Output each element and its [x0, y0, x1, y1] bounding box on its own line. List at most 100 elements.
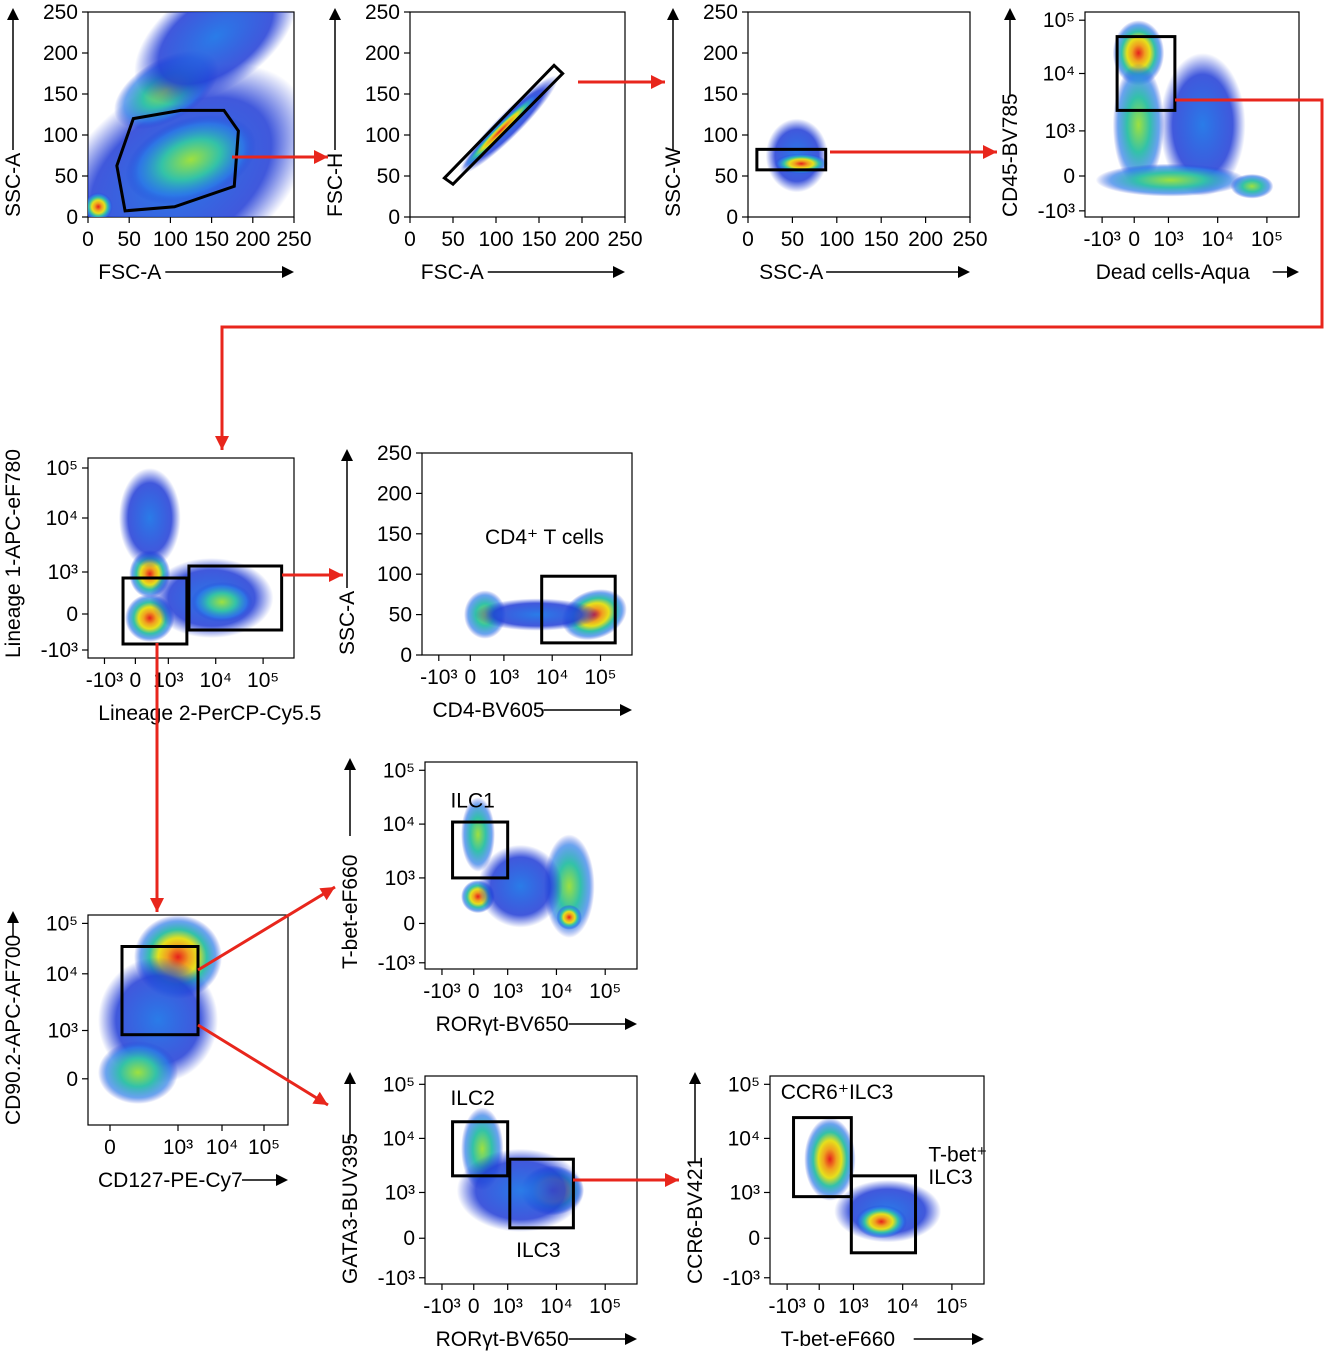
x-tick-label: 10³	[493, 1295, 523, 1318]
y-axis-arrowhead	[344, 758, 356, 770]
x-axis-arrowhead	[625, 1333, 637, 1345]
gating-arrowhead	[983, 145, 997, 159]
gate-polygon[interactable]	[115, 108, 240, 213]
density-cloud	[88, 12, 294, 217]
cell-population	[461, 797, 495, 872]
gate-rect[interactable]	[792, 1116, 853, 1199]
y-tick-label: 100	[703, 124, 738, 147]
x-tick-label: 250	[952, 228, 987, 251]
y-tick-label: 0	[388, 206, 400, 229]
x-tick-label: 10⁵	[936, 1295, 968, 1318]
x-tick-label: 10⁵	[248, 1136, 280, 1159]
y-tick-label: 0	[66, 1068, 78, 1091]
gate-rect[interactable]	[1115, 35, 1177, 112]
y-tick-label: 150	[377, 523, 412, 546]
y-axis-label: CCR6-BV421	[684, 1157, 707, 1284]
gate-rect[interactable]	[849, 1174, 918, 1255]
y-tick-label: 0	[403, 1227, 415, 1250]
cell-population	[1112, 63, 1165, 187]
x-tick-label: 10³	[838, 1295, 868, 1318]
cell-population	[556, 904, 582, 930]
y-axis-label: GATA3-BUV395	[339, 1133, 362, 1284]
gate-rect[interactable]	[187, 564, 284, 632]
y-tick-label: 10⁴	[46, 507, 78, 530]
gating-arrowhead	[150, 898, 164, 912]
y-tick-label: 10⁵	[383, 759, 415, 782]
density-cloud	[461, 797, 595, 938]
y-tick-label: 10⁵	[46, 457, 78, 480]
y-axis-arrowhead	[344, 1072, 356, 1084]
x-tick-label: 150	[194, 228, 229, 251]
y-axis-label: SSC-A	[336, 591, 359, 655]
y-axis-arrowhead	[341, 449, 353, 461]
x-tick-label: 250	[607, 228, 642, 251]
gate-rect[interactable]	[508, 1157, 575, 1230]
gate-rect[interactable]	[121, 576, 189, 646]
y-tick-label: 100	[365, 124, 400, 147]
plot-p9: -10³ 0 10³ 10⁴ 10⁵ -10³ 0 10³ 10⁴ 10⁵ RORγt-BV650 G…	[339, 1072, 638, 1351]
x-tick-label: 200	[235, 228, 270, 251]
y-tick-label: 10³	[48, 561, 78, 584]
x-axis-arrowhead	[1287, 266, 1299, 278]
gate-rect[interactable]	[120, 945, 200, 1037]
gate-rect[interactable]	[755, 147, 828, 172]
y-axis-arrowhead	[667, 8, 679, 20]
y-tick-label: 10⁵	[728, 1073, 760, 1096]
cell-population	[1159, 53, 1246, 197]
x-axis-arrowhead	[620, 704, 632, 716]
gate-rect[interactable]	[540, 574, 617, 645]
x-tick-label: 100	[478, 228, 513, 251]
y-tick-label: 10⁵	[1043, 9, 1075, 32]
y-axis-label: CD90.2-APC-AF700	[2, 935, 25, 1125]
x-tick-label: 0	[404, 228, 416, 251]
x-tick-label: 150	[521, 228, 556, 251]
x-tick-label: 50	[781, 228, 804, 251]
y-tick-label: 10⁵	[383, 1073, 415, 1096]
y-axis-label: T-bet-eF660	[339, 855, 362, 969]
gate-rect[interactable]	[451, 820, 510, 880]
density-cloud	[765, 118, 828, 193]
y-axis-arrowhead	[329, 8, 341, 20]
x-tick-label: 0	[130, 669, 142, 692]
plot-p6: -10³ 0 10³ 10⁴ 10⁵ 0 50 100 150 200 250 CD4-BV605 SS…	[336, 442, 633, 722]
x-tick-label: 10³	[1153, 228, 1183, 251]
plot-frame	[769, 1075, 985, 1285]
gating-arrowhead	[329, 568, 343, 582]
y-tick-label: 10³	[1045, 120, 1075, 143]
x-tick-label: 0	[468, 1295, 480, 1318]
x-axis-label: RORγt-BV650	[436, 1013, 569, 1036]
x-tick-label: 10⁴	[540, 980, 572, 1003]
cell-population	[191, 582, 253, 622]
y-tick-label: 250	[43, 1, 78, 24]
cell-population	[478, 844, 563, 928]
x-axis-label: FSC-A	[421, 261, 484, 284]
x-tick-label: 50	[118, 228, 141, 251]
y-tick-label: -10³	[378, 952, 415, 975]
x-tick-label: 0	[104, 1136, 116, 1159]
y-tick-label: 200	[365, 42, 400, 65]
gating-arrow	[197, 1023, 329, 1107]
gating-arrows	[150, 75, 1324, 1187]
y-tick-label: 200	[377, 482, 412, 505]
x-tick-label: 10³	[163, 1136, 193, 1159]
x-tick-label: 10⁴	[536, 666, 568, 689]
x-axis-label: CD4-BV605	[433, 699, 545, 722]
cell-population	[462, 92, 539, 170]
gating-arrowhead	[319, 887, 335, 901]
cell-population	[855, 1204, 907, 1239]
y-tick-label: 50	[377, 165, 400, 188]
x-tick-label: 10⁵	[247, 669, 279, 692]
x-tick-label: 10⁵	[584, 666, 616, 689]
y-tick-label: 10⁴	[1043, 63, 1075, 86]
x-axis-arrowhead	[958, 266, 970, 278]
y-tick-label: 200	[703, 42, 738, 65]
x-tick-label: -10³	[768, 1295, 805, 1318]
gating-arrow	[197, 885, 336, 972]
y-tick-label: 250	[365, 1, 400, 24]
x-axis-arrowhead	[972, 1333, 984, 1345]
gate-rect[interactable]	[451, 1120, 510, 1178]
y-tick-label: 10³	[730, 1181, 760, 1204]
gate-polygon[interactable]	[442, 63, 565, 187]
density-cloud	[98, 915, 222, 1104]
